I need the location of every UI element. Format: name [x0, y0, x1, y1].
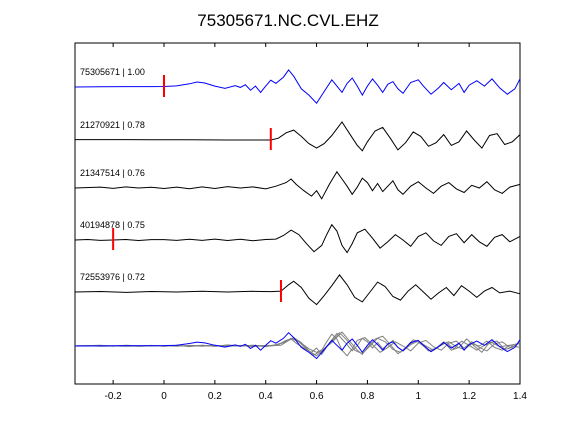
traces-group — [74, 69, 521, 306]
trace-line — [74, 274, 521, 306]
plot-frame — [74, 42, 521, 385]
trace-line — [74, 223, 521, 254]
x-tick-label: -0.2 — [105, 391, 123, 402]
trace-label: 75305671 | 1.00 — [80, 67, 145, 77]
overlay-master-trace — [74, 331, 521, 360]
trace-line — [75, 121, 521, 152]
trace-line — [74, 69, 521, 105]
x-tick-label: 0 — [161, 391, 167, 402]
x-tick-label: 1.4 — [513, 391, 527, 402]
x-tick-label: 0.2 — [208, 391, 222, 402]
x-tick-label: 0.6 — [310, 391, 324, 402]
overlay-trace — [74, 331, 521, 357]
x-tick-label: 0.8 — [360, 391, 374, 402]
trace-label: 40194878 | 0.75 — [80, 220, 145, 230]
axes — [74, 42, 521, 385]
x-tick-label: 1 — [416, 391, 422, 402]
trace-label: 21270921 | 0.78 — [80, 120, 145, 130]
chart-title: 75305671.NC.CVL.EHZ — [197, 11, 378, 30]
x-ticks-group: -0.2 0 0.2 0.4 0.6 0.8 1 1.2 1.4 — [105, 43, 527, 402]
trace-line — [74, 170, 521, 200]
x-tick-label: 0.4 — [259, 391, 273, 402]
overlay-trace — [74, 332, 521, 356]
overlay-group — [74, 331, 521, 360]
trace-label: 21347514 | 0.76 — [80, 168, 145, 178]
trace-label: 72553976 | 0.72 — [80, 272, 145, 282]
x-tick-label: 1.2 — [462, 391, 476, 402]
trace-labels-group: 75305671 | 1.00 21270921 | 0.78 21347514 |… — [80, 67, 145, 282]
